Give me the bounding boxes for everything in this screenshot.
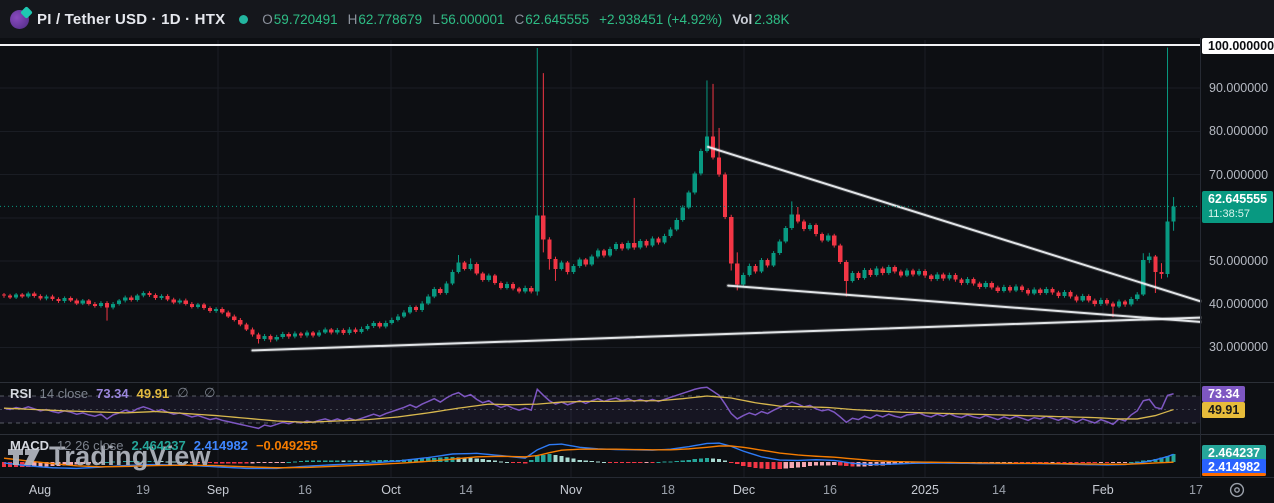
market-status-dot-icon bbox=[239, 14, 249, 24]
macd-params: 12 26 close bbox=[57, 438, 124, 453]
symbol-title[interactable]: PI / Tether USD · 1D · HTX bbox=[37, 10, 226, 28]
time-tick-label: 17 bbox=[1189, 483, 1203, 497]
close-value: 62.645555 bbox=[525, 11, 590, 27]
current-price-label: 62.645555 11:38:57 bbox=[1202, 191, 1273, 223]
ohlc-values: O 59.720491 H 62.778679 L 56.000001 C 62.645… bbox=[262, 12, 789, 27]
rsi-params: 14 close bbox=[39, 385, 89, 401]
time-tick-label: 16 bbox=[823, 483, 837, 497]
time-axis-settings-icon[interactable] bbox=[1228, 481, 1248, 501]
time-tick-label: Dec bbox=[732, 483, 756, 497]
rsi-ma-axis-label: 49.91 bbox=[1202, 402, 1246, 418]
macd-signal-value: −0.049255 bbox=[255, 438, 318, 453]
macd-legend: MACD 12 26 close 2.464237 2.414982 −0.04… bbox=[10, 438, 318, 453]
rsi-bands-status: ∅ ∅ bbox=[177, 385, 222, 400]
change-value: +2.938451 (+4.92%) bbox=[599, 11, 723, 27]
rsi-axis-label: 73.34 bbox=[1202, 386, 1246, 402]
open-label: O bbox=[262, 11, 273, 27]
time-tick-label: 14 bbox=[992, 483, 1006, 497]
rsi-title[interactable]: RSI bbox=[10, 385, 32, 401]
time-tick-label: Sep bbox=[206, 483, 230, 497]
time-tick-label: Nov bbox=[559, 483, 583, 497]
tradingview-logo-icon bbox=[8, 448, 40, 465]
open-value: 59.720491 bbox=[273, 11, 338, 27]
time-tick-label: Feb bbox=[1092, 483, 1114, 497]
macd-line-axis-label: 2.414982 bbox=[1202, 459, 1267, 475]
volume-value: 2.38K bbox=[754, 11, 790, 27]
volume-label: Vol bbox=[732, 11, 753, 27]
rsi-legend: RSI 14 close 73.34 49.91 ∅ ∅ bbox=[10, 385, 221, 401]
time-tick-label: 19 bbox=[136, 483, 150, 497]
macd-hist-axis-label: 2.464237 bbox=[1202, 445, 1267, 461]
symbol-logo-icon bbox=[10, 5, 33, 29]
price-tick-label: 70.000000 bbox=[1209, 167, 1269, 182]
macd-title[interactable]: MACD bbox=[10, 438, 49, 453]
time-tick-label: 14 bbox=[459, 483, 473, 497]
current-price-value: 62.645555 bbox=[1208, 192, 1268, 206]
price-axis[interactable]: 100.000000 62.645555 11:38:57 73.34 49.9… bbox=[1200, 0, 1274, 477]
time-tick-label: Aug bbox=[28, 483, 52, 497]
rsi-value: 73.34 bbox=[96, 385, 129, 401]
close-label: C bbox=[514, 11, 525, 27]
high-label: H bbox=[347, 11, 358, 27]
bar-countdown: 11:38:57 bbox=[1208, 208, 1251, 220]
price-tick-label: 50.000000 bbox=[1209, 254, 1269, 268]
time-axis[interactable]: Aug 19 Sep 16 Oct 14 Nov 18 Dec 16 2025 14 Feb 17 bbox=[0, 477, 1274, 503]
rsi-ma-value: 49.91 bbox=[136, 385, 170, 401]
price-tick-label: 30.000000 bbox=[1209, 340, 1269, 355]
macd-line-value: 2.414982 bbox=[193, 438, 248, 453]
watermark-text: TradingView bbox=[49, 441, 211, 471]
price-tick-label: 80.000000 bbox=[1209, 124, 1269, 139]
price-tick-label: 40.000000 bbox=[1209, 297, 1269, 312]
low-label: L bbox=[432, 11, 440, 27]
time-tick-label: 2025 bbox=[911, 483, 939, 497]
time-tick-label: 16 bbox=[298, 483, 312, 497]
macd-hist-value: 2.464237 bbox=[131, 438, 186, 453]
time-tick-label: 18 bbox=[661, 483, 675, 497]
price-line-label: 100.000000 bbox=[1202, 38, 1274, 54]
low-value: 56.000001 bbox=[440, 11, 505, 27]
time-tick-label: Oct bbox=[381, 483, 401, 497]
price-tick-label: 90.000000 bbox=[1209, 81, 1269, 96]
macd-signal-axis-label-sliver bbox=[1202, 473, 1266, 476]
tradingview-watermark[interactable]: TradingView bbox=[8, 441, 211, 472]
high-value: 62.778679 bbox=[358, 11, 423, 27]
